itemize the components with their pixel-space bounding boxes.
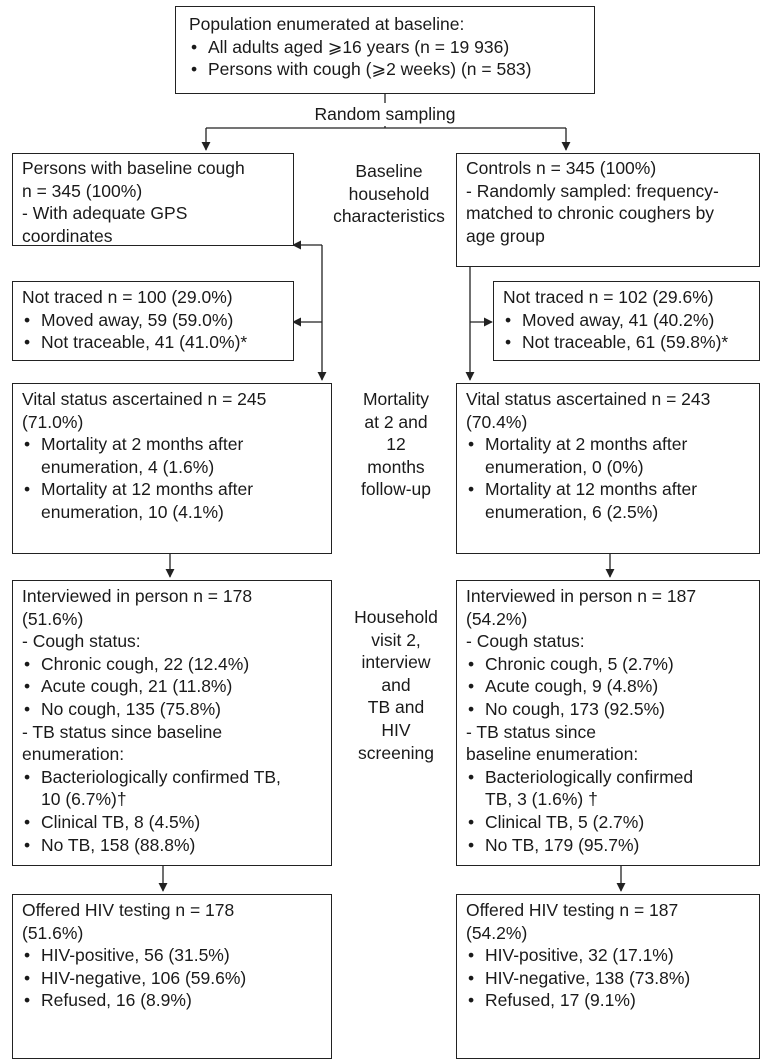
left-vital-status-box: Vital status ascertained n = 245 (71.0%)… (12, 383, 332, 554)
right-not-traced-box: Not traced n = 102 (29.6%) Moved away, 4… (493, 281, 760, 361)
right-vital-title: Vital status ascertained n = 243 (466, 389, 711, 409)
left-hiv-refused: Refused, 16 (8.9%) (22, 989, 323, 1012)
right-moved-away: Moved away, 41 (40.2%) (503, 309, 751, 332)
left-clinical-tb: Clinical TB, 8 (4.5%) (22, 811, 323, 834)
left-hiv-title: Offered HIV testing n = 178 (22, 900, 235, 920)
cough-group-line2: n = 345 (100%) (22, 180, 143, 201)
right-not-traceable: Not traceable, 61 (59.8%)* (503, 331, 751, 354)
baseline-item-adults: All adults aged ⩾16 years (n = 19 936) (189, 36, 586, 59)
right-no-tb: No TB, 179 (95.7%) (466, 834, 751, 857)
right-chronic-cough: Chronic cough, 5 (2.7%) (466, 653, 751, 676)
baseline-title: Population enumerated at baseline: (189, 14, 465, 34)
left-hiv-positive: HIV-positive, 56 (31.5%) (22, 944, 323, 967)
left-interview-percent: (51.6%) (22, 608, 84, 629)
left-hiv-testing-box: Offered HIV testing n = 178 (51.6%) HIV-… (12, 894, 332, 1059)
left-interview-title: Interviewed in person n = 178 (22, 586, 253, 606)
random-sampling-label: Random sampling (300, 103, 470, 126)
right-vital-percent: (70.4%) (466, 411, 528, 432)
left-bact-confirmed-tb: Bacteriologically confirmed TB, (22, 766, 323, 789)
right-mortality-12mo: Mortality at 12 months after (466, 478, 751, 501)
right-hiv-negative: HIV-negative, 138 (73.8%) (466, 967, 751, 990)
right-clinical-tb: Clinical TB, 5 (2.7%) (466, 811, 751, 834)
household-visit-label: Household visit 2, interview and TB and … (354, 607, 438, 763)
control-group-line1: Controls n = 345 (100%) (466, 158, 657, 178)
baseline-item-cough: Persons with cough (⩾2 weeks) (n = 583) (189, 58, 586, 81)
left-not-traceable: Not traceable, 41 (41.0%)* (22, 331, 285, 354)
control-group-box: Controls n = 345 (100%) - Randomly sampl… (456, 153, 760, 267)
right-interview-percent: (54.2%) (466, 608, 528, 629)
cough-group-box: Persons with baseline cough n = 345 (100… (12, 153, 294, 246)
left-chronic-cough: Chronic cough, 22 (12.4%) (22, 653, 323, 676)
left-not-traced-title: Not traced n = 100 (29.0%) (22, 287, 233, 307)
right-hiv-title: Offered HIV testing n = 187 (466, 900, 679, 920)
left-no-cough: No cough, 135 (75.8%) (22, 698, 323, 721)
right-vital-status-box: Vital status ascertained n = 243 (70.4%)… (456, 383, 760, 554)
left-acute-cough: Acute cough, 21 (11.8%) (22, 675, 323, 698)
right-bact-confirmed-tb: Bacteriologically confirmed (466, 766, 751, 789)
left-no-tb: No TB, 158 (88.8%) (22, 834, 323, 857)
cough-group-line3: - With adequate GPS (22, 203, 188, 224)
right-cough-status-header: - Cough status: (466, 631, 585, 652)
right-not-traced-title: Not traced n = 102 (29.6%) (503, 287, 714, 307)
left-hiv-negative: HIV-negative, 106 (59.6%) (22, 967, 323, 990)
right-interview-title: Interviewed in person n = 187 (466, 586, 697, 606)
right-hiv-refused: Refused, 17 (9.1%) (466, 989, 751, 1012)
left-not-traced-box: Not traced n = 100 (29.0%) Moved away, 5… (12, 281, 294, 361)
left-vital-percent: (71.0%) (22, 411, 84, 432)
left-hiv-percent: (51.6%) (22, 922, 84, 943)
cough-group-line1: Persons with baseline cough (22, 158, 245, 178)
control-group-line4: age group (466, 225, 545, 246)
control-group-line3: matched to chronic coughers by (466, 203, 715, 224)
left-mortality-2mo: Mortality at 2 months after (22, 433, 323, 456)
right-acute-cough: Acute cough, 9 (4.8%) (466, 675, 751, 698)
right-tb-status-header: - TB status since (466, 721, 597, 742)
right-mortality-2mo: Mortality at 2 months after (466, 433, 751, 456)
right-interview-box: Interviewed in person n = 187 (54.2%) - … (456, 580, 760, 866)
left-cough-status-header: - Cough status: (22, 631, 141, 652)
right-hiv-positive: HIV-positive, 32 (17.1%) (466, 944, 751, 967)
baseline-population-box: Population enumerated at baseline: All a… (175, 6, 595, 94)
cough-group-line4: coordinates (22, 225, 113, 246)
right-hiv-percent: (54.2%) (466, 922, 528, 943)
control-group-line2: - Randomly sampled: frequency- (466, 180, 719, 201)
left-tb-status-header: - TB status since baseline (22, 721, 223, 742)
right-hiv-testing-box: Offered HIV testing n = 187 (54.2%) HIV-… (456, 894, 760, 1059)
left-interview-box: Interviewed in person n = 178 (51.6%) - … (12, 580, 332, 866)
left-moved-away: Moved away, 59 (59.0%) (22, 309, 285, 332)
baseline-household-label: Baseline household characteristics (333, 161, 445, 227)
mortality-followup-label: Mortality at 2 and 12 months follow-up (360, 389, 432, 500)
left-vital-title: Vital status ascertained n = 245 (22, 389, 267, 409)
right-no-cough: No cough, 173 (92.5%) (466, 698, 751, 721)
left-mortality-12mo: Mortality at 12 months after (22, 478, 323, 501)
